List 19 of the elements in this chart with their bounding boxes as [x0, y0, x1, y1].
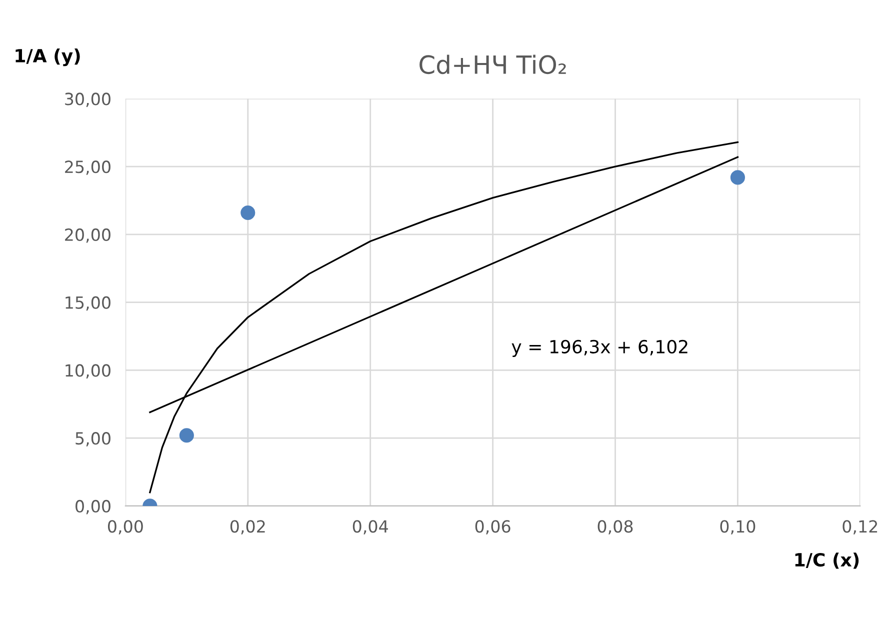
y-tick-label: 20,00: [65, 228, 110, 243]
y-tick-label: 25,00: [65, 160, 110, 175]
x-tick-label: 0,12: [842, 520, 878, 534]
annotation: y = 196,3x + 6,102: [512, 340, 688, 357]
y-tick-label: 30,00: [65, 92, 110, 107]
line-series: [149, 141, 739, 494]
y-tick-label: 0,00: [76, 500, 110, 514]
x-axis-title: 1/C (x): [795, 552, 859, 569]
chart-title: Cd+НЧ TiO₂: [420, 54, 566, 74]
y-tick-label: 5,00: [76, 432, 110, 446]
x-tick-label: 0,04: [352, 520, 388, 534]
x-tick-label: 0,08: [598, 520, 633, 534]
x-tick-label: 0,06: [475, 520, 510, 534]
x-tick-label: 0,10: [720, 520, 756, 534]
y-axis-title: 1/A (y): [16, 48, 80, 66]
y-tick-label: 15,00: [66, 296, 110, 311]
x-tick-label: 0,02: [230, 520, 265, 534]
x-tick-label: 0,00: [108, 520, 143, 534]
y-tick-label: 10,00: [66, 364, 110, 378]
